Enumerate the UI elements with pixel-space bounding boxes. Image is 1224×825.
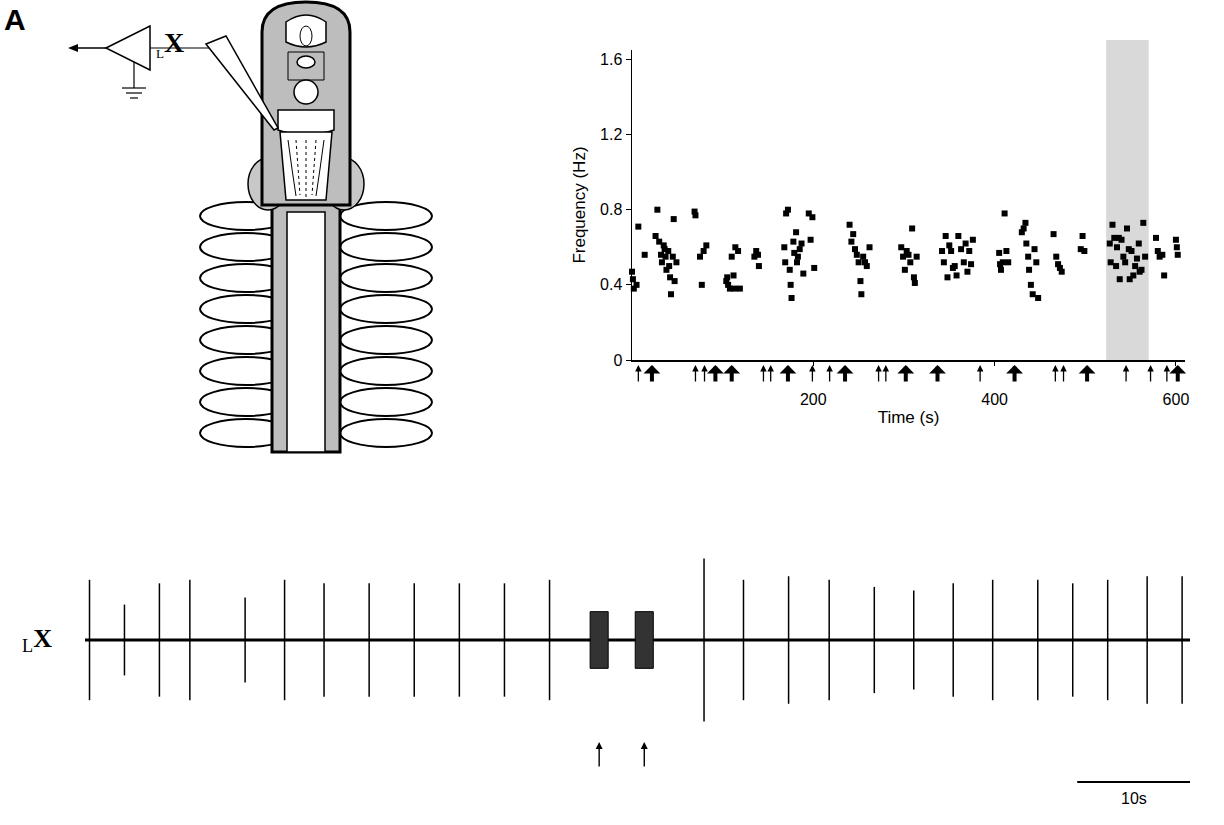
svg-text:1.2: 1.2: [600, 126, 622, 143]
svg-text:LX: LX: [156, 27, 184, 61]
svg-text:1.6: 1.6: [600, 51, 622, 68]
svg-text:600: 600: [1163, 391, 1190, 408]
svg-text:Time (s): Time (s): [878, 408, 940, 427]
svg-text:0.4: 0.4: [600, 276, 622, 293]
svg-text:200: 200: [800, 391, 827, 408]
svg-text:0.8: 0.8: [600, 201, 622, 218]
svg-text:400: 400: [981, 391, 1008, 408]
svg-text:​L​X: ​L​X: [22, 624, 52, 656]
svg-text:A: A: [4, 3, 26, 36]
svg-text:0: 0: [613, 352, 622, 369]
svg-text:Frequency (Hz): Frequency (Hz): [570, 146, 589, 263]
svg-text:10s: 10s: [1121, 790, 1147, 807]
